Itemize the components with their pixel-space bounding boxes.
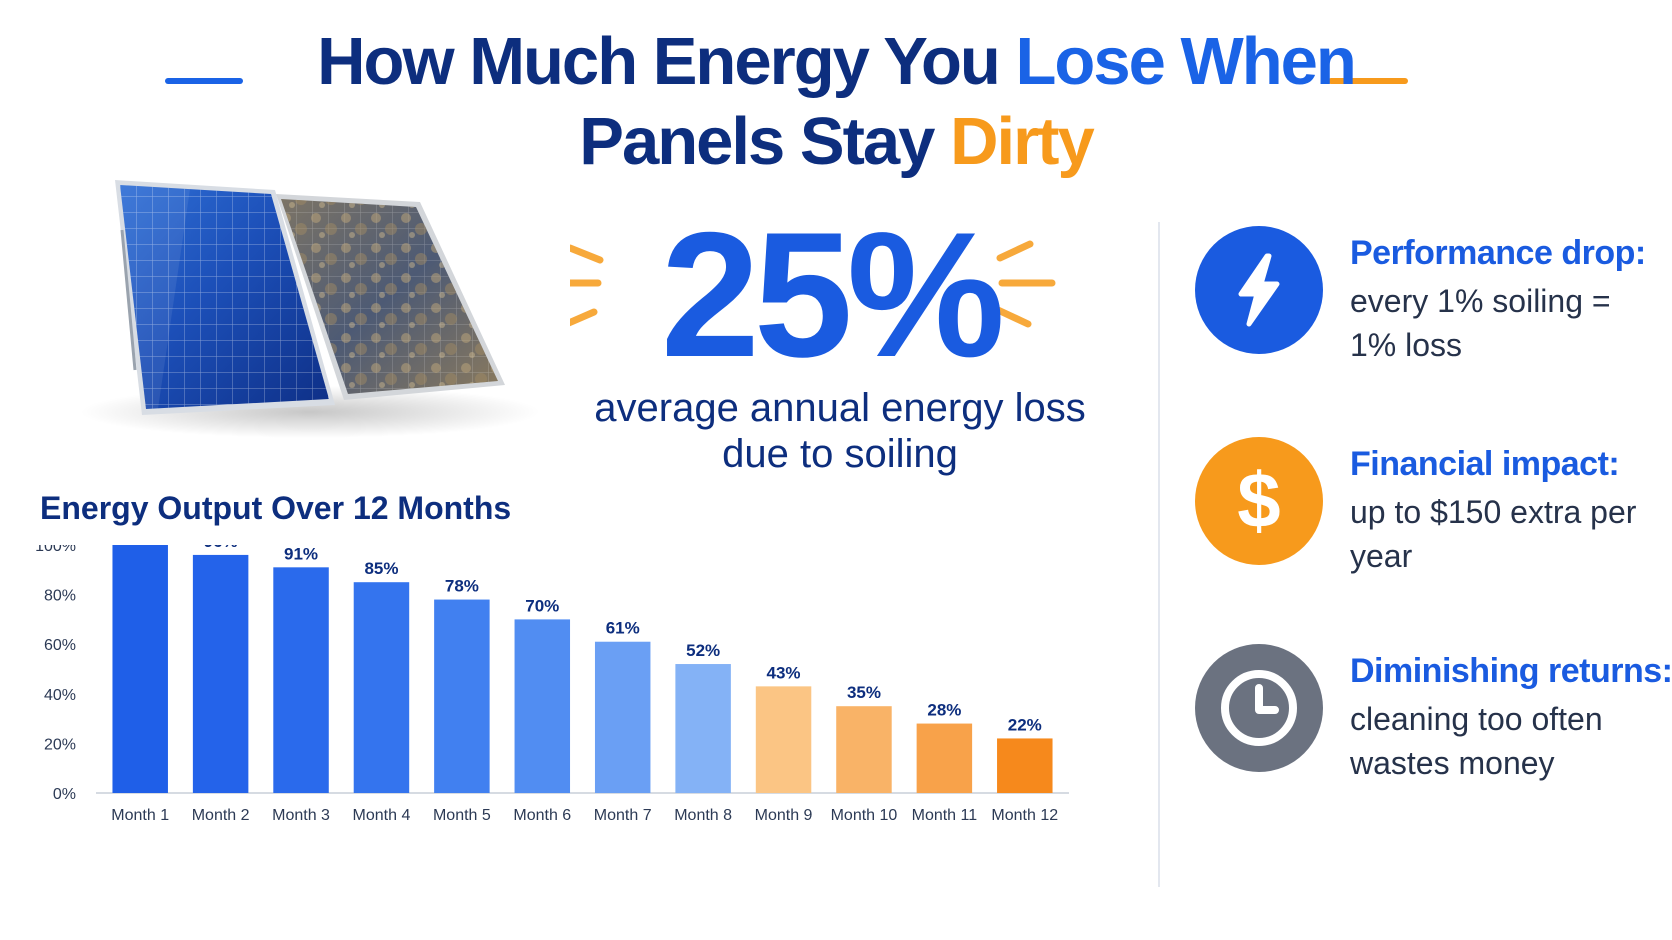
y-tick-label: 60% — [44, 637, 76, 654]
title-highlight-blue: Lose When — [1015, 24, 1356, 99]
bar-value-label: 70% — [525, 596, 559, 615]
bar — [514, 619, 571, 793]
y-tick-label: 0% — [53, 786, 76, 803]
x-tick-label: Month 2 — [192, 807, 250, 824]
headline-stat-value: 25% — [660, 195, 1005, 394]
y-tick-label: 100% — [35, 545, 76, 555]
emphasis-rays — [570, 240, 1056, 328]
bar — [836, 706, 892, 793]
feature-icon-circle: $ — [1195, 437, 1323, 565]
x-tick-label: Month 11 — [912, 807, 978, 824]
title-decoration-left — [165, 78, 243, 84]
clock-icon — [1221, 670, 1297, 746]
title-highlight-orange: Dirty — [950, 104, 1095, 179]
x-tick-label: Month 6 — [513, 807, 571, 824]
x-tick-label: Month 3 — [272, 807, 330, 824]
chart-title: Energy Output Over 12 Months — [40, 490, 512, 526]
feature-body: up to $150 extra per year — [1350, 494, 1637, 574]
feature-heading: Diminishing returns: — [1350, 652, 1672, 690]
feature-body: every 1% soiling = 1% loss — [1350, 283, 1611, 363]
x-tick-label: Month 9 — [755, 807, 813, 824]
bar — [675, 664, 731, 793]
bar — [112, 545, 168, 793]
title-part-2: Panels Stay — [579, 104, 951, 179]
title-decoration-right — [1328, 78, 1408, 84]
bar-value-label: 85% — [364, 559, 398, 578]
headline-stat-caption: average annual energy loss due to soilin… — [594, 386, 1086, 476]
bar-value-label: 78% — [445, 577, 479, 596]
x-tick-label: Month 12 — [991, 807, 1058, 824]
bar — [594, 641, 651, 793]
feature-icon-circle — [1195, 226, 1323, 354]
y-tick-label: 20% — [44, 736, 76, 753]
feature-heading: Financial impact: — [1350, 445, 1620, 483]
bar-value-label: 61% — [606, 619, 640, 638]
solar-panels-illustration — [80, 180, 540, 438]
bar-value-label: 96% — [204, 545, 238, 551]
dollar-icon: $ — [1237, 456, 1280, 544]
page-title: How Much Energy You Lose When Panels Sta… — [0, 22, 1672, 182]
feature-body: cleaning too often wastes money — [1350, 701, 1603, 781]
bar — [755, 686, 812, 793]
bar-value-label: 43% — [767, 663, 801, 682]
feature-performance-drop: Performance drop: every 1% soiling = 1% … — [1195, 226, 1665, 366]
clean-panel — [115, 180, 335, 415]
bar-value-label: 52% — [686, 641, 720, 660]
svg-text:$: $ — [1237, 456, 1280, 544]
feature-financial-impact: $ Financial impact: up to $150 extra per… — [1195, 437, 1665, 577]
bar-value-label: 22% — [1008, 715, 1042, 734]
feature-icon-circle — [1195, 644, 1323, 772]
bar — [273, 567, 329, 793]
title-part-1: How Much Energy You — [317, 24, 1016, 99]
x-tick-label: Month 8 — [674, 807, 732, 824]
x-tick-label: Month 10 — [831, 807, 898, 824]
feature-diminishing-returns: Diminishing returns: cleaning too often … — [1195, 644, 1672, 784]
energy-output-bar-chart: 0%20%40%60%80%100%100%Month 196%Month 29… — [35, 545, 1069, 824]
x-tick-label: Month 5 — [433, 807, 491, 824]
bar-value-label: 91% — [284, 545, 318, 563]
bar-value-label: 35% — [847, 683, 881, 702]
x-tick-label: Month 1 — [111, 807, 169, 824]
y-tick-label: 40% — [44, 687, 76, 704]
y-tick-label: 80% — [44, 588, 76, 605]
bar — [192, 554, 249, 793]
x-tick-label: Month 4 — [353, 807, 411, 824]
feature-heading: Performance drop: — [1350, 234, 1646, 272]
bar — [916, 723, 973, 793]
section-divider — [1158, 222, 1160, 887]
bar — [353, 582, 410, 793]
bar-value-label: 28% — [927, 701, 961, 720]
x-tick-label: Month 7 — [594, 807, 652, 824]
bar — [434, 599, 490, 793]
lightning-bolt-icon — [1238, 253, 1280, 327]
bar — [997, 738, 1053, 793]
dirty-panel — [276, 194, 505, 400]
